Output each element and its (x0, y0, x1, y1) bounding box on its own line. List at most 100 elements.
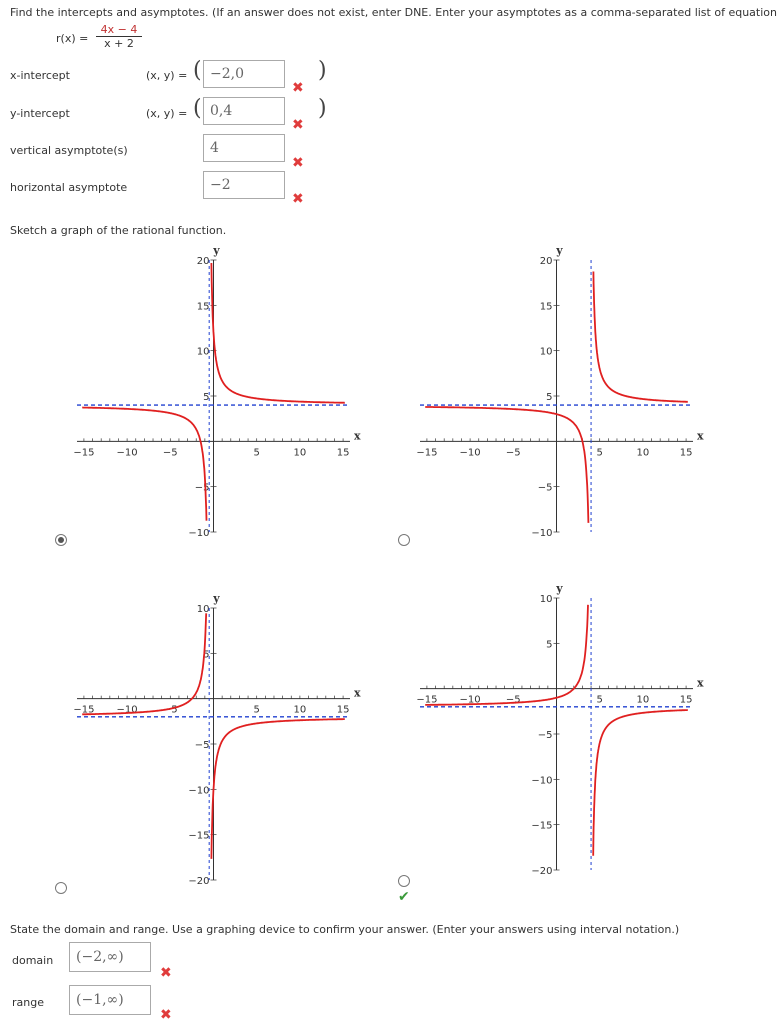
x-tick-label: −10 (117, 447, 138, 458)
graph-radio-3[interactable] (55, 882, 67, 894)
open-paren: ( (193, 96, 202, 121)
x-tick-label: −10 (460, 447, 481, 458)
graph-option-4[interactable]: −15 −10 −5 5 10 15 10 5 −5 −10 −15 −20 y x (398, 578, 728, 878)
close-paren: ) (318, 58, 327, 83)
y-tick-label: 10 (540, 594, 553, 605)
close-paren: ) (318, 96, 327, 121)
x-tick-label: −15 (416, 447, 437, 458)
x-tick-label: −5 (506, 695, 521, 706)
x-tick-label: 15 (337, 705, 350, 716)
range-label: range (12, 996, 44, 1009)
vertical-asymptote-label: vertical asymptote(s) (10, 144, 128, 157)
domain-input[interactable]: (−2,∞) (69, 942, 151, 972)
x-tick-label: 15 (337, 447, 350, 458)
wrong-x-icon: ✖ (160, 1007, 172, 1023)
y-tick-label: −10 (188, 528, 209, 539)
graph-radio-4[interactable] (398, 875, 410, 887)
curve-right-branch (210, 262, 345, 404)
denominator: x + 2 (104, 37, 134, 50)
x-tick-label: 5 (254, 447, 260, 458)
x-axis-label: x (697, 677, 704, 690)
range-input[interactable]: (−1,∞) (69, 985, 151, 1015)
x-axis-label: x (354, 429, 361, 442)
graph-option-3[interactable]: −15 −10 −5 5 10 15 10 5 −5 −10 −15 −20 y x (55, 588, 385, 888)
y-tick-label: 5 (203, 649, 209, 660)
vertical-asymptote-input[interactable]: 4 (203, 134, 285, 162)
y-tick-label: −5 (195, 483, 210, 494)
y-tick-label: −15 (531, 821, 552, 832)
correct-check-icon: ✔ (398, 889, 410, 905)
y-tick-label: 5 (203, 392, 209, 403)
x-tick-label: 15 (680, 695, 693, 706)
x-tick-label: 10 (637, 695, 650, 706)
curve-left-branch (425, 604, 589, 706)
graph-option-2[interactable]: −15 −10 −5 5 10 15 20 15 10 5 −5 −10 y x (398, 240, 728, 540)
x-tick-label: −5 (163, 447, 178, 458)
x-tick-label: 5 (254, 705, 260, 716)
wrong-x-icon: ✖ (292, 117, 304, 133)
domain-label: domain (12, 954, 54, 967)
x-tick-label: −5 (506, 447, 521, 458)
x-tick-label: 15 (680, 447, 693, 458)
x-tick-label: −10 (460, 695, 481, 706)
y-intercept-prefix: (x, y) = (146, 107, 188, 120)
x-tick-label: 5 (597, 447, 603, 458)
y-tick-label: −5 (538, 483, 553, 494)
numerator: 4x − 4 (96, 23, 142, 37)
open-paren: ( (193, 58, 202, 83)
curve-left-branch (425, 406, 590, 523)
y-tick-label: 5 (546, 392, 552, 403)
y-tick-label: −20 (188, 876, 209, 887)
y-tick-label: 15 (197, 301, 210, 312)
x-intercept-label: x-intercept (10, 69, 70, 82)
x-tick-label: −10 (117, 705, 138, 716)
graph-radio-1[interactable] (55, 534, 67, 546)
x-tick-label: −15 (73, 447, 94, 458)
y-tick-label: 5 (546, 639, 552, 650)
y-tick-label: −10 (188, 785, 209, 796)
y-axis-label: y (212, 244, 220, 257)
x-tick-label: 10 (637, 447, 650, 458)
y-axis-label: y (555, 244, 563, 257)
y-intercept-label: y-intercept (10, 107, 70, 120)
x-axis-label: x (354, 687, 361, 700)
function-fraction: 4x − 4 x + 2 (96, 23, 142, 50)
wrong-x-icon: ✖ (292, 80, 304, 96)
x-tick-label: −5 (163, 705, 178, 716)
y-tick-label: 15 (540, 301, 553, 312)
x-tick-label: 5 (597, 695, 603, 706)
x-intercept-input[interactable]: −2,0 (203, 60, 285, 88)
x-tick-label: −15 (73, 705, 94, 716)
wrong-x-icon: ✖ (292, 155, 304, 171)
y-tick-label: 10 (197, 347, 210, 358)
y-tick-label: −5 (195, 740, 210, 751)
y-tick-label: −10 (531, 775, 552, 786)
x-tick-label: 10 (294, 705, 307, 716)
y-tick-label: −10 (531, 528, 552, 539)
y-intercept-input[interactable]: 0,4 (203, 97, 285, 125)
curve-right-branch (210, 718, 345, 859)
curve-left-branch (82, 613, 208, 716)
y-axis-label: y (555, 582, 563, 595)
y-tick-label: −20 (531, 866, 552, 877)
y-tick-label: 20 (197, 256, 210, 267)
function-name: r(x) = (56, 32, 89, 45)
y-tick-label: −15 (188, 831, 209, 842)
instructions: Find the intercepts and asymptotes. (If … (10, 6, 777, 19)
horizontal-asymptote-input[interactable]: −2 (203, 171, 285, 199)
curve-right-branch (592, 709, 688, 856)
x-tick-label: −15 (416, 695, 437, 706)
x-tick-label: 10 (294, 447, 307, 458)
y-axis-label: y (212, 592, 220, 605)
wrong-x-icon: ✖ (160, 965, 172, 981)
horizontal-asymptote-label: horizontal asymptote (10, 181, 128, 194)
graph-option-1[interactable]: −15 −10 −5 5 10 15 20 15 10 5 −5 −10 y x (55, 240, 385, 540)
y-tick-label: 10 (540, 347, 553, 358)
y-tick-label: −5 (538, 730, 553, 741)
x-axis-label: x (697, 429, 704, 442)
domain-prompt: State the domain and range. Use a graphi… (10, 923, 680, 936)
graph-radio-2[interactable] (398, 534, 410, 546)
curve-left-branch (82, 406, 208, 521)
wrong-x-icon: ✖ (292, 191, 304, 207)
sketch-prompt: Sketch a graph of the rational function. (10, 224, 227, 237)
